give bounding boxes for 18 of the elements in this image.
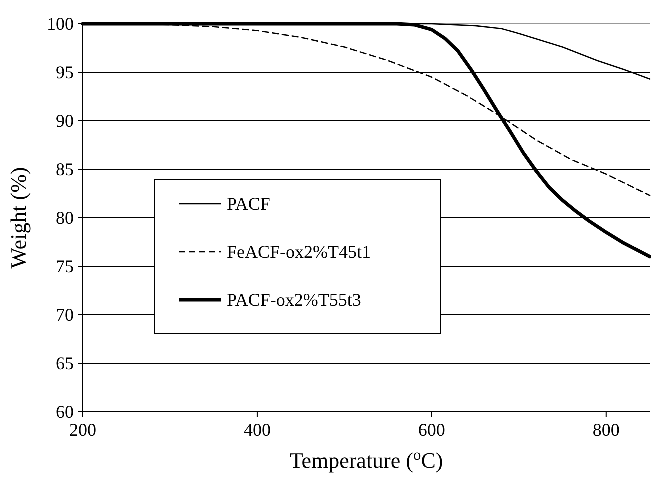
x-tick-label: 200 xyxy=(70,420,96,440)
x-tick-label: 400 xyxy=(244,420,271,440)
y-tick-label: 80 xyxy=(56,208,74,228)
y-tick-label: 70 xyxy=(56,305,74,325)
y-axis-title: Weight (%) xyxy=(6,167,31,269)
y-tick-label: 100 xyxy=(47,14,74,34)
y-tick-label: 85 xyxy=(56,160,74,180)
y-tick-label: 75 xyxy=(56,256,74,276)
x-axis-title: Temperature ($^{o}$C) xyxy=(290,446,444,473)
legend-label: PACF-ox2%T55t3 xyxy=(227,290,362,310)
legend-label: PACF xyxy=(227,194,270,214)
y-tick-label: 65 xyxy=(56,354,74,374)
y-tick-label: 95 xyxy=(56,62,74,82)
legend-label: FeACF-ox2%T45t1 xyxy=(227,242,371,262)
x-tick-label: 800 xyxy=(592,420,620,440)
y-tick-label: 90 xyxy=(56,111,74,131)
x-tick-label: 600 xyxy=(418,420,446,440)
y-tick-label: 60 xyxy=(56,402,74,422)
